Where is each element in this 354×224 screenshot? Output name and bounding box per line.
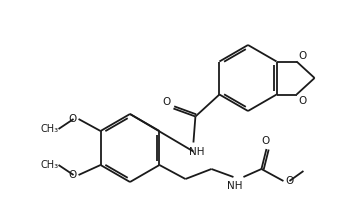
Text: NH: NH (189, 146, 204, 157)
Text: O: O (298, 95, 307, 106)
Text: O: O (285, 176, 294, 186)
Text: O: O (261, 136, 269, 146)
Text: O: O (162, 97, 170, 106)
Text: CH₃: CH₃ (40, 124, 58, 134)
Text: NH: NH (227, 181, 242, 191)
Text: O: O (68, 170, 76, 180)
Text: O: O (68, 114, 76, 124)
Text: CH₃: CH₃ (40, 160, 58, 170)
Text: O: O (298, 50, 307, 60)
